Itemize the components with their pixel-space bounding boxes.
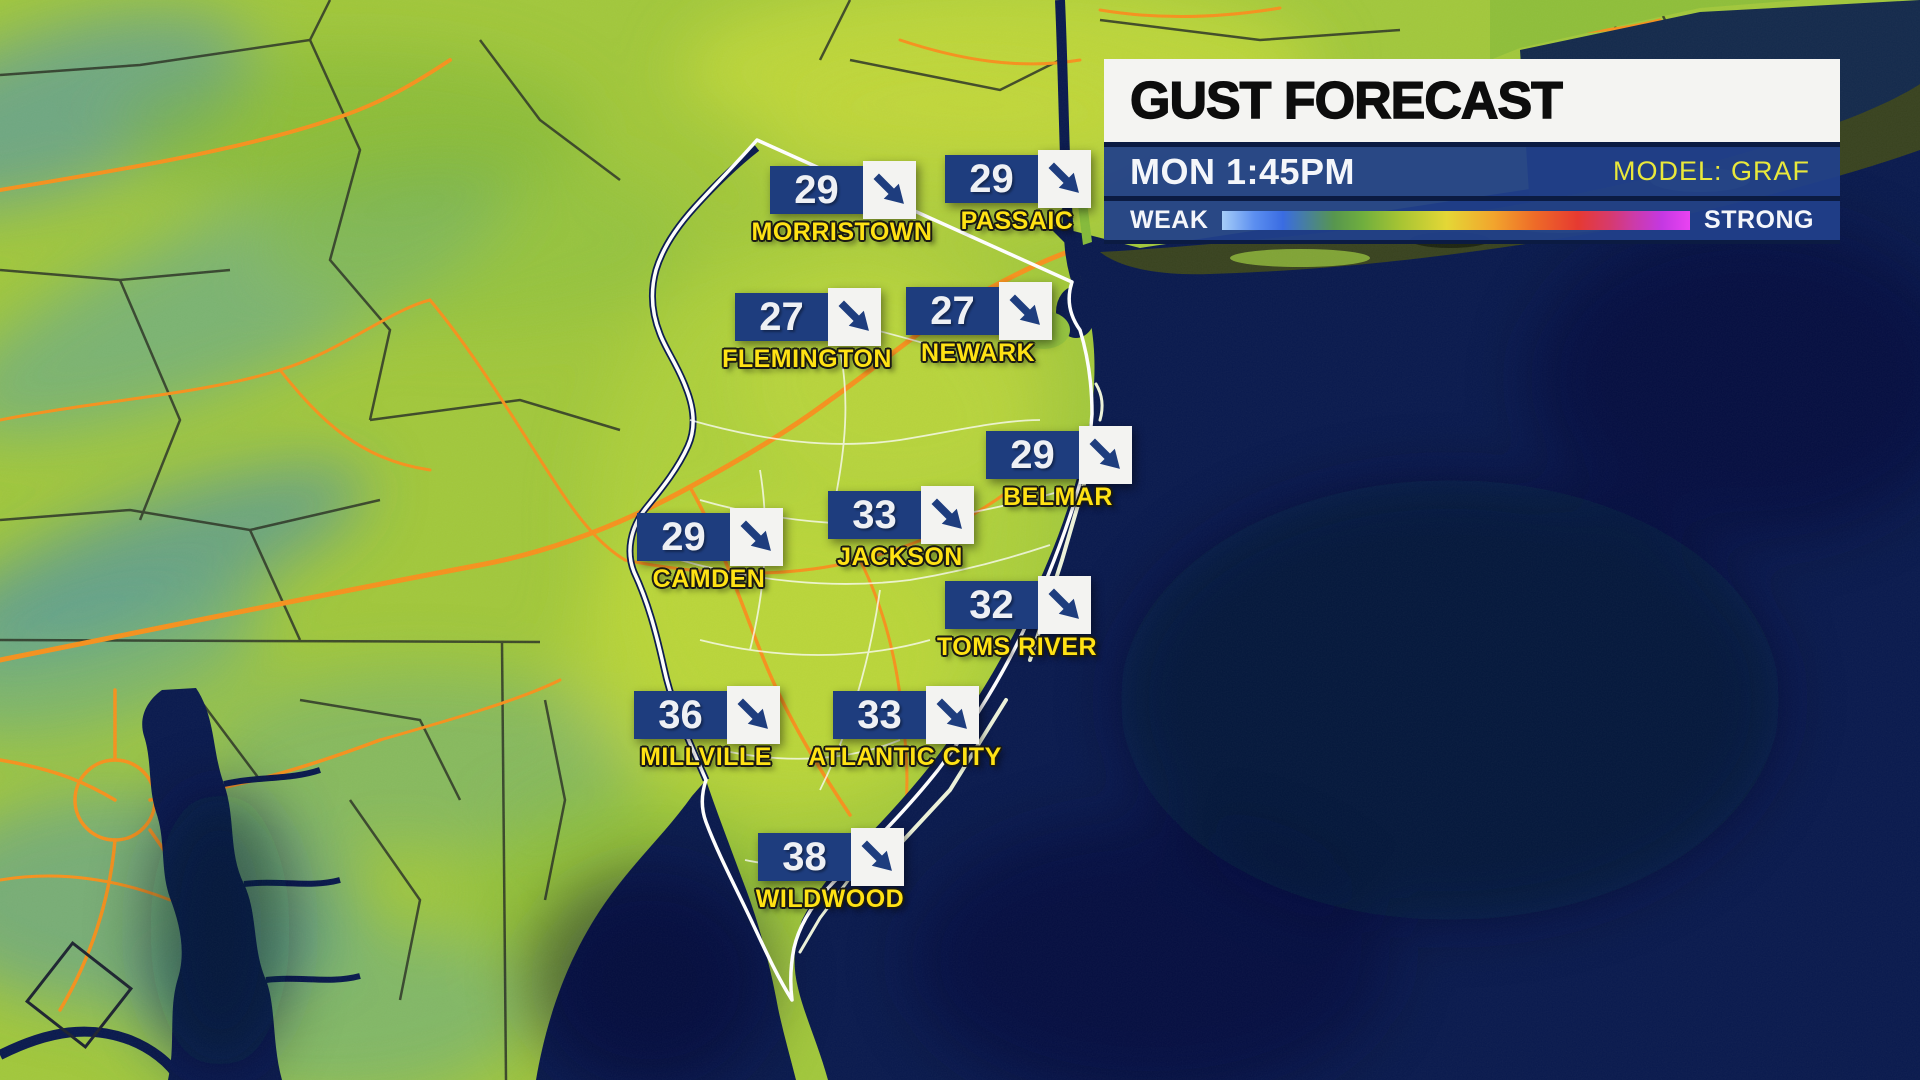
wind-direction-arrow-icon <box>863 161 916 219</box>
model-label: MODEL: GRAF <box>1612 156 1810 186</box>
wind-direction-arrow-icon <box>1079 426 1132 484</box>
gust-value: 27 <box>906 287 999 335</box>
gust-value: 29 <box>945 155 1038 203</box>
city-label: CAMDEN <box>652 565 766 593</box>
gust-tag: 33 ATLANTIC CITY <box>808 686 1001 771</box>
forecast-header-panel: GUST FORECAST MON 1:45PM MODEL: GRAF WEA… <box>1104 59 1840 244</box>
gust-value: 32 <box>945 581 1038 629</box>
wind-direction-arrow-icon <box>1038 576 1091 634</box>
gust-value: 29 <box>986 431 1079 479</box>
wind-direction-arrow-icon <box>851 828 904 886</box>
city-label: BELMAR <box>1003 483 1113 511</box>
gust-color-gradient <box>1222 211 1691 230</box>
wind-direction-arrow-icon <box>926 686 979 744</box>
city-label: MORRISTOWN <box>751 218 933 246</box>
wind-direction-arrow-icon <box>1038 150 1091 208</box>
city-label: FLEMINGTON <box>722 345 892 373</box>
gust-value: 36 <box>634 691 727 739</box>
gust-tag: 36 MILLVILLE <box>634 686 784 771</box>
wind-direction-arrow-icon <box>727 686 780 744</box>
city-label: JACKSON <box>837 543 963 571</box>
gust-value: 33 <box>833 691 926 739</box>
page-title: GUST FORECAST <box>1129 71 1563 130</box>
gust-value: 27 <box>735 293 828 341</box>
city-label: TOMS RIVER <box>936 633 1098 661</box>
gust-tag: 33 JACKSON <box>828 486 978 571</box>
wind-direction-arrow-icon <box>828 288 881 346</box>
city-label: NEWARK <box>920 339 1036 367</box>
gust-strength-scale: WEAK STRONG <box>1104 201 1840 244</box>
forecast-timestamp: MON 1:45PM <box>1130 150 1356 192</box>
gust-value: 33 <box>828 491 921 539</box>
gust-tag: 32 TOMS RIVER <box>937 576 1097 661</box>
title-band: GUST FORECAST <box>1104 59 1840 142</box>
city-label: WILDWOOD <box>755 885 905 913</box>
city-label: PASSAIC <box>960 207 1074 235</box>
gust-tag: 27 FLEMINGTON <box>722 288 891 373</box>
scale-strong-label: STRONG <box>1704 206 1814 234</box>
wind-direction-arrow-icon <box>999 282 1052 340</box>
gust-tag: 29 PASSAIC <box>945 150 1095 235</box>
gust-tag: 29 BELMAR <box>986 426 1136 511</box>
city-label: MILLVILLE <box>640 743 772 771</box>
gust-value: 29 <box>637 513 730 561</box>
gust-tag: 29 CAMDEN <box>637 508 787 593</box>
gust-tag: 38 WILDWOOD <box>756 828 908 913</box>
wind-direction-arrow-icon <box>921 486 974 544</box>
timestamp-band: MON 1:45PM MODEL: GRAF <box>1104 142 1840 201</box>
gust-tag: 27 NEWARK <box>906 282 1056 367</box>
wind-direction-arrow-icon <box>730 508 783 566</box>
gust-tag: 29 MORRISTOWN <box>752 161 932 246</box>
gust-value: 29 <box>770 166 863 214</box>
city-label: ATLANTIC CITY <box>808 743 1002 771</box>
gust-value: 38 <box>758 833 851 881</box>
scale-weak-label: WEAK <box>1130 206 1209 234</box>
